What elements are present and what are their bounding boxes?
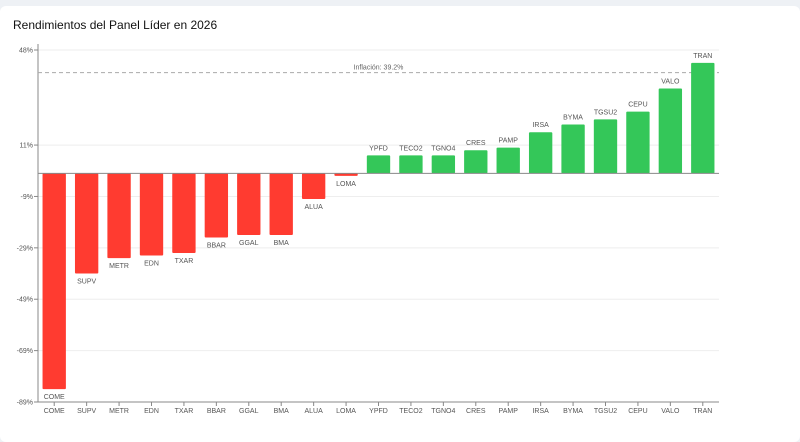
x-tick-label: METR [109,408,129,415]
x-tick-label: LOMA [336,408,356,415]
x-tick-label: CEPU [628,408,647,415]
bar-label: METR [109,263,129,270]
bar-edn [139,173,164,256]
x-tick-label: TXAR [175,408,194,415]
x-tick-label: BBAR [207,408,226,415]
x-tick-label: TGSU2 [594,408,617,415]
x-tick-label: EDN [144,408,159,415]
bar-ggal [237,173,261,235]
bar-valo [658,88,683,174]
y-tick-label: -49% [17,297,33,304]
x-tick-label: TGNO4 [431,408,455,415]
bar-label: LOMA [336,181,356,188]
bar-pamp [496,147,520,174]
y-tick-label: -29% [17,245,33,252]
chart-card: Rendimientos del Panel Líder en 2026 [0,6,800,442]
bar-label: TRAN [693,53,712,60]
bar-teco2 [399,155,423,174]
bar-label: YPFD [369,145,388,152]
y-tick-label: 48% [19,48,33,55]
x-tick-label: TECO2 [399,408,422,415]
bar-metr [107,173,131,259]
bar-ypfd [366,155,391,174]
bar-label: SUPV [77,279,96,286]
bar-label: TECO2 [399,145,422,152]
bar-bma [269,173,293,235]
y-tick-label: -69% [17,348,33,355]
x-tick-label: TRAN [693,408,712,415]
chart-title: Rendimientos del Panel Líder en 2026 [13,18,218,32]
bar-label: BMA [274,240,290,247]
x-tick-label: PAMP [499,408,519,415]
bar-label: BYMA [563,115,583,122]
bar-come [42,173,66,390]
bar-cres [464,150,488,174]
bar-bbar [204,173,229,238]
bar-label: IRSA [532,122,549,129]
bar-label: ALUA [304,204,323,211]
bar-label: VALO [661,79,680,86]
y-tick-label: -9% [21,194,33,201]
x-tick-label: YPFD [369,408,388,415]
bar-label: PAMP [499,138,519,145]
bar-label: TGSU2 [594,109,617,116]
x-tick-label: VALO [661,408,680,415]
y-tick-label: -89% [17,400,33,407]
bar-label: COME [44,394,65,401]
x-tick-label: BMA [274,408,290,415]
x-tick-label: IRSA [532,408,549,415]
x-tick-label: COME [44,408,65,415]
bar-label: TXAR [175,258,194,265]
bar-alua [301,173,326,200]
bar-supv [74,173,99,274]
bar-label: GGAL [239,240,259,247]
bar-label: BBAR [207,243,226,250]
bar-label: TGNO4 [431,145,455,152]
bar-label: CEPU [628,102,647,109]
bar-label: EDN [144,261,159,268]
x-tick-label: CRES [466,408,486,415]
bar-label: CRES [466,140,486,147]
bar-loma [334,173,358,176]
x-tick-label: GGAL [239,408,259,415]
x-tick-label: BYMA [563,408,583,415]
bar-txar [172,173,196,253]
x-tick-label: SUPV [77,408,96,415]
bar-irsa [528,132,553,174]
y-tick-label: 11% [20,143,34,150]
bar-tgsu2 [593,119,618,174]
bar-tran [691,62,715,174]
bar-cepu [626,111,650,174]
bar-tgno4 [431,155,456,174]
bar-byma [561,124,585,174]
inflation-reference-label: Inflación: 39.2% [354,65,404,72]
x-tick-label: ALUA [304,408,323,415]
